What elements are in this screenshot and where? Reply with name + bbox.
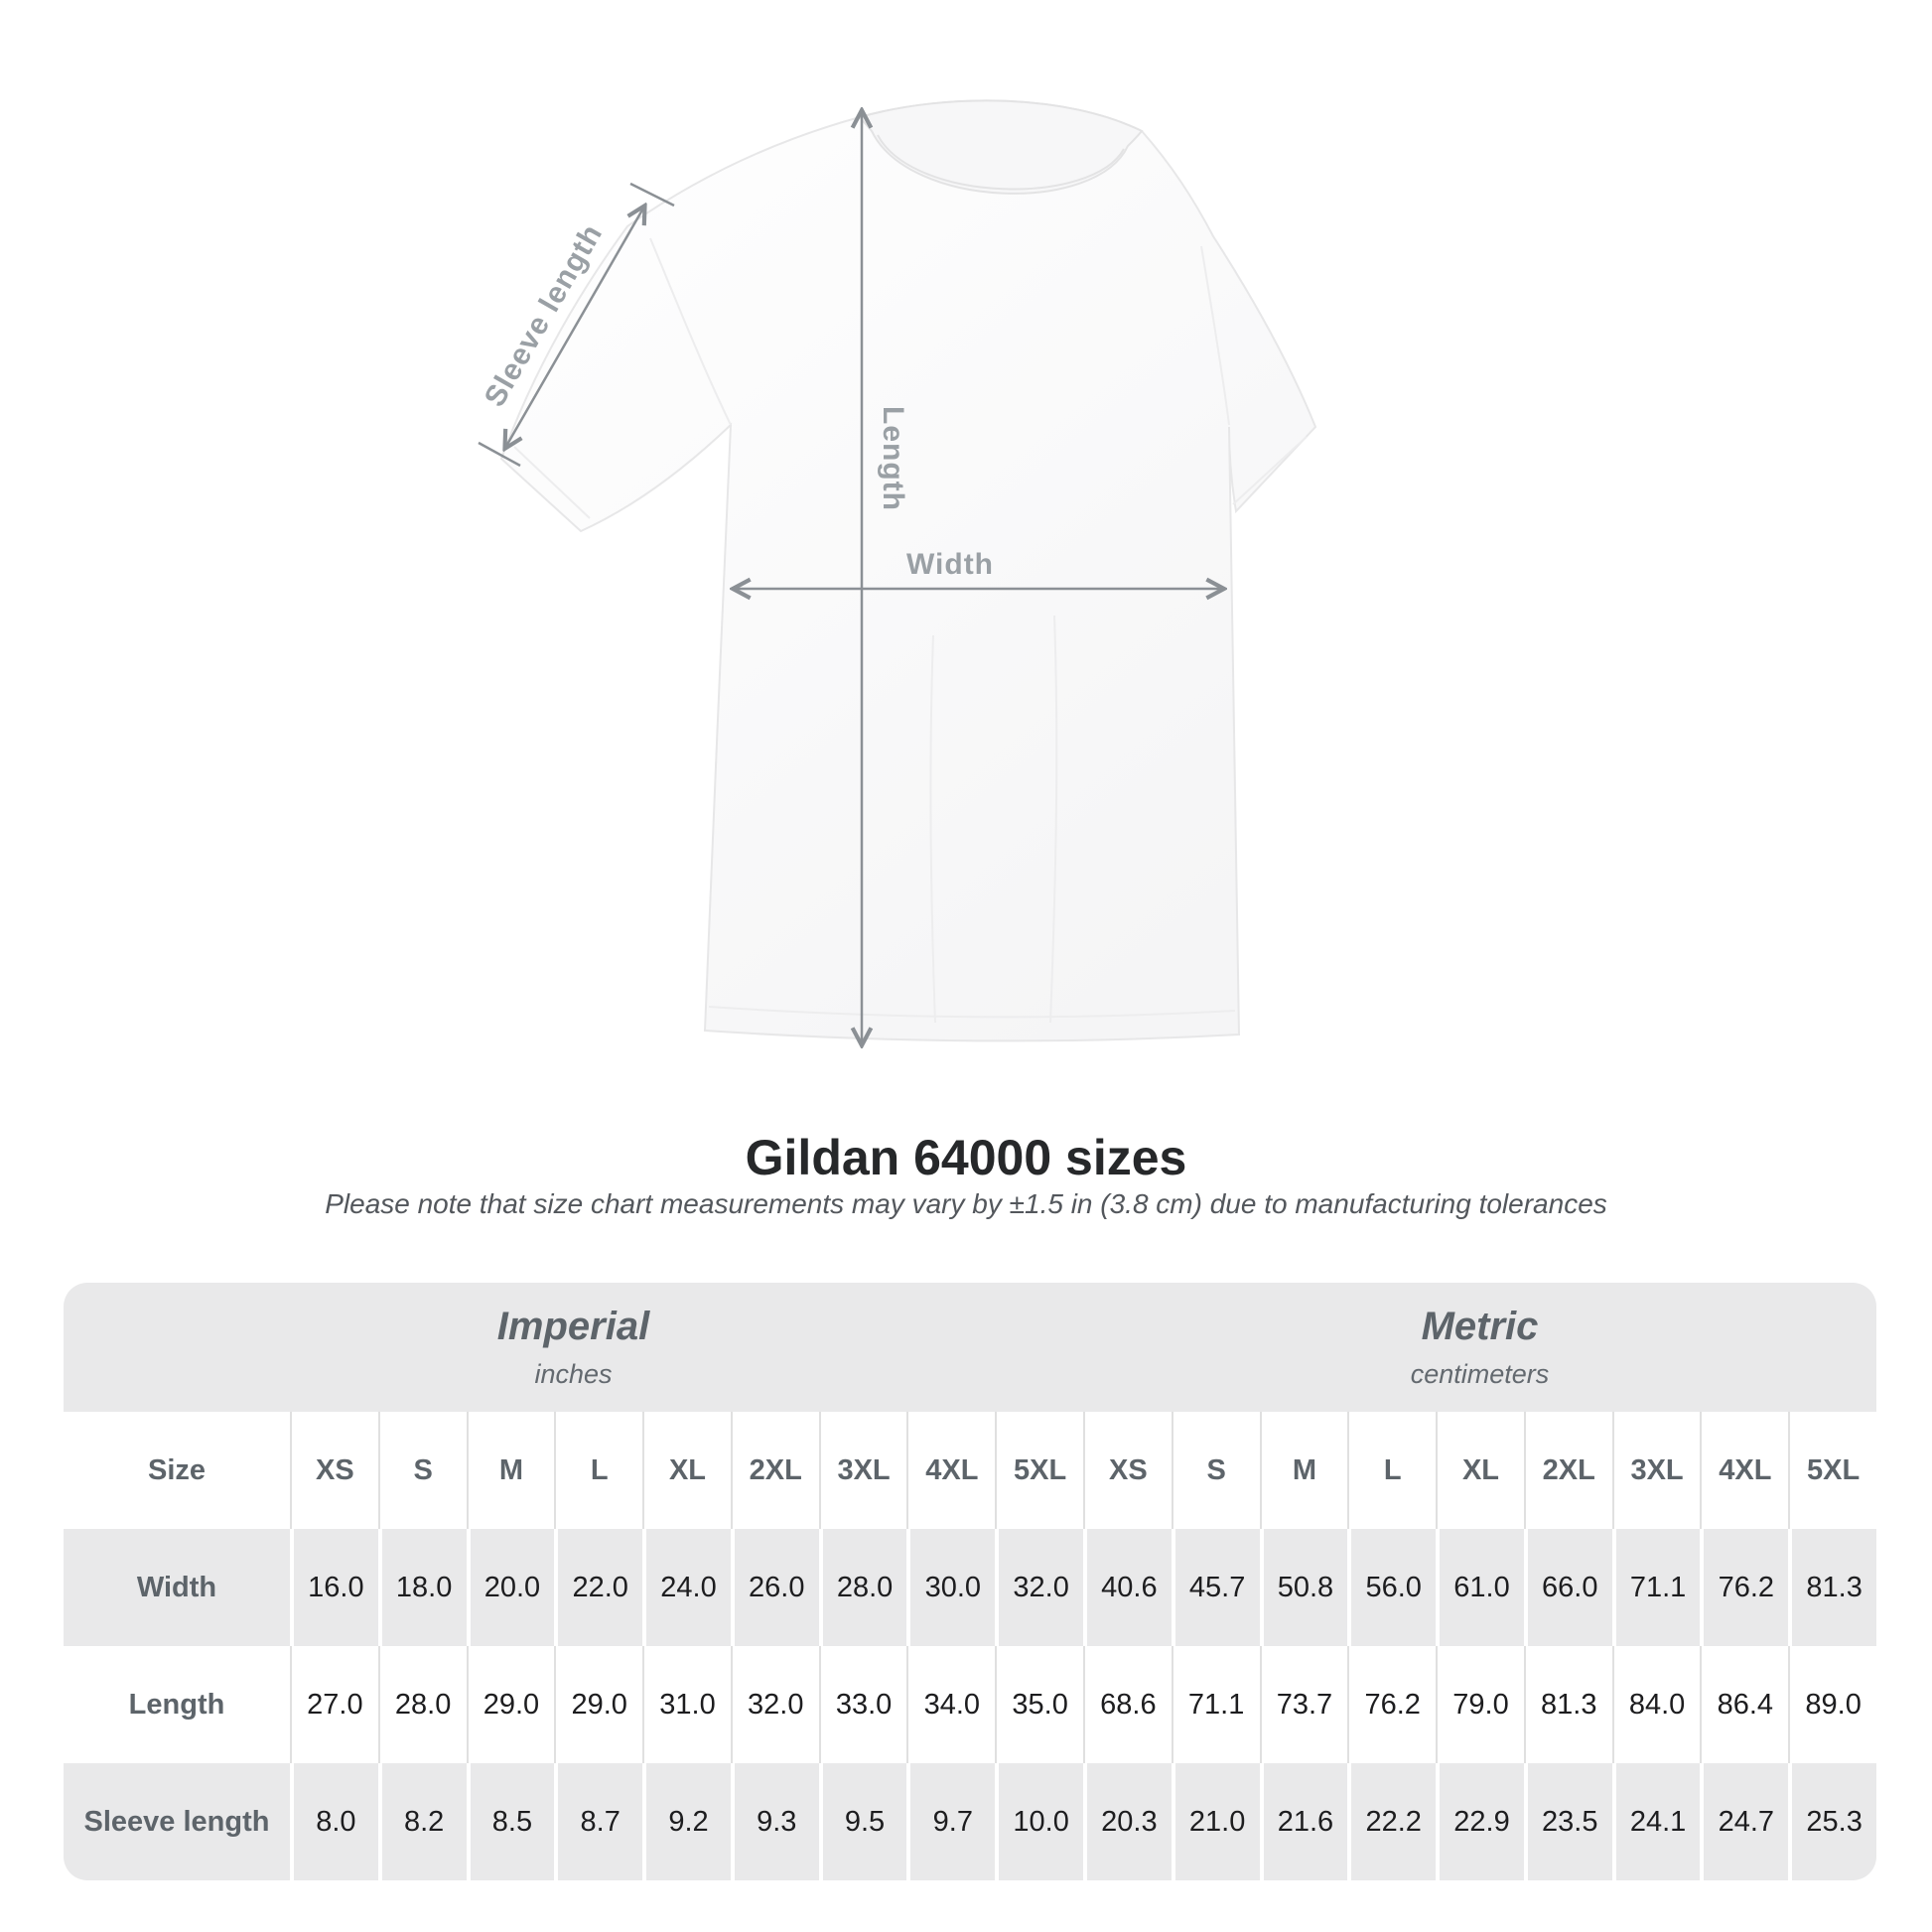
- measurement-cell: 21.6: [1259, 1763, 1348, 1880]
- measurement-cell: 40.6: [1083, 1529, 1172, 1646]
- measurement-cell: 24.7: [1700, 1763, 1788, 1880]
- size-col-header: M: [466, 1412, 555, 1529]
- measurement-cell: 9.3: [730, 1763, 819, 1880]
- metric-unit-label: centimeters: [1410, 1359, 1550, 1389]
- measurement-cell: 9.5: [818, 1763, 907, 1880]
- measurement-cell: 76.2: [1700, 1529, 1788, 1646]
- measurement-cell: 33.0: [818, 1646, 907, 1763]
- metric-group-header: Metric centimeters: [1083, 1283, 1876, 1412]
- measurement-cell: 61.0: [1436, 1529, 1524, 1646]
- measurement-cell: 24.0: [642, 1529, 731, 1646]
- measurement-cell: 22.9: [1436, 1763, 1524, 1880]
- size-table: Imperial inches Metric centimeters Size …: [64, 1283, 1876, 1880]
- measurement-cell: 29.0: [554, 1646, 642, 1763]
- sleeve-arrow-end-tick: [629, 182, 675, 207]
- measurement-cell: 29.0: [466, 1646, 555, 1763]
- measurement-cell: 79.0: [1436, 1646, 1524, 1763]
- size-col-header: 2XL: [1523, 1412, 1612, 1529]
- measurement-cell: 81.3: [1788, 1529, 1876, 1646]
- measurement-cell: 8.2: [377, 1763, 467, 1880]
- measurement-cell: 27.0: [290, 1646, 378, 1763]
- measurement-cell: 16.0: [290, 1529, 378, 1646]
- measurement-cell: 86.4: [1700, 1646, 1788, 1763]
- size-col-header: L: [1347, 1412, 1436, 1529]
- row-label-length: Length: [128, 1688, 225, 1721]
- measurement-cell: 25.3: [1788, 1763, 1876, 1880]
- size-col-header: XS: [290, 1412, 378, 1529]
- measurement-cell: 84.0: [1611, 1646, 1701, 1763]
- measurement-cell: 35.0: [995, 1646, 1083, 1763]
- measurement-cell: 23.5: [1523, 1763, 1612, 1880]
- imperial-label: Imperial: [496, 1305, 650, 1348]
- size-col-header: 4XL: [906, 1412, 995, 1529]
- size-col-header: 5XL: [995, 1412, 1083, 1529]
- tshirt-illustration: [478, 99, 1317, 1122]
- sleeve-length-row: Sleeve length 8.0 8.2 8.5 8.7 9.2 9.3 9.…: [64, 1763, 1876, 1880]
- measurement-cell: 18.0: [377, 1529, 467, 1646]
- measurement-cell: 66.0: [1523, 1529, 1612, 1646]
- size-col-header: S: [377, 1412, 467, 1529]
- unit-group-header-row: Imperial inches Metric centimeters: [64, 1283, 1876, 1412]
- measurement-cell: 31.0: [642, 1646, 731, 1763]
- tolerance-note: Please note that size chart measurements…: [325, 1188, 1607, 1219]
- size-col-header: 2XL: [730, 1412, 819, 1529]
- size-col-header: M: [1259, 1412, 1348, 1529]
- measurement-cell: 28.0: [818, 1529, 907, 1646]
- size-col-header: XS: [1083, 1412, 1172, 1529]
- measurement-cell: 9.7: [906, 1763, 995, 1880]
- measurement-cell: 8.5: [466, 1763, 555, 1880]
- measurement-cell: 56.0: [1347, 1529, 1436, 1646]
- measurement-cell: 68.6: [1083, 1646, 1172, 1763]
- measurement-cell: 8.7: [554, 1763, 642, 1880]
- size-header-row: Size XS S M L XL 2XL 3XL 4XL 5XL XS S M …: [64, 1412, 1876, 1529]
- metric-label: Metric: [1421, 1305, 1539, 1348]
- measurement-cell: 21.0: [1171, 1763, 1260, 1880]
- measurement-cell: 71.1: [1611, 1529, 1701, 1646]
- measurement-cell: 28.0: [377, 1646, 467, 1763]
- measurement-cell: 89.0: [1788, 1646, 1876, 1763]
- sleeve-arrow-start-tick: [478, 441, 521, 468]
- measurement-cell: 26.0: [730, 1529, 819, 1646]
- measurement-cell: 50.8: [1259, 1529, 1348, 1646]
- measurement-cell: 76.2: [1347, 1646, 1436, 1763]
- size-col-header: 4XL: [1700, 1412, 1788, 1529]
- measurement-cell: 9.2: [642, 1763, 731, 1880]
- size-col-header: XL: [1436, 1412, 1524, 1529]
- measurement-cell: 30.0: [906, 1529, 995, 1646]
- row-label-width: Width: [136, 1571, 217, 1603]
- measurement-cell: 32.0: [995, 1529, 1083, 1646]
- measurement-cell: 20.0: [466, 1529, 555, 1646]
- imperial-unit-label: inches: [534, 1359, 613, 1389]
- measurement-cell: 10.0: [995, 1763, 1083, 1880]
- length-row: Length 27.0 28.0 29.0 29.0 31.0 32.0 33.…: [64, 1646, 1876, 1763]
- width-dimension-label: Width: [905, 548, 995, 581]
- measurement-cell: 73.7: [1259, 1646, 1348, 1763]
- dimension-arrows: [478, 111, 1223, 1044]
- measurement-cell: 81.3: [1523, 1646, 1612, 1763]
- size-col-header: L: [554, 1412, 642, 1529]
- size-col-header: S: [1171, 1412, 1260, 1529]
- sleeve-length-arrow: [505, 207, 644, 448]
- size-col-header: 5XL: [1788, 1412, 1876, 1529]
- measurement-cell: 34.0: [906, 1646, 995, 1763]
- length-dimension-label: Length: [877, 406, 909, 511]
- measurement-cell: 24.1: [1611, 1763, 1701, 1880]
- imperial-group-header: Imperial inches: [64, 1283, 1083, 1412]
- measurement-cell: 20.3: [1083, 1763, 1172, 1880]
- measurement-cell: 22.0: [554, 1529, 642, 1646]
- size-header-label: Size: [147, 1453, 207, 1486]
- measurement-cell: 32.0: [730, 1646, 819, 1763]
- size-col-header: XL: [642, 1412, 731, 1529]
- measurement-cell: 71.1: [1171, 1646, 1260, 1763]
- measurement-cell: 45.7: [1171, 1529, 1260, 1646]
- row-label-sleeve-length: Sleeve length: [83, 1805, 270, 1838]
- measurement-cell: 8.0: [290, 1763, 378, 1880]
- measurement-cell: 22.2: [1347, 1763, 1436, 1880]
- size-col-header: 3XL: [818, 1412, 907, 1529]
- page-title: Gildan 64000 sizes: [745, 1130, 1187, 1185]
- width-row: Width 16.0 18.0 20.0 22.0 24.0 26.0 28.0…: [64, 1529, 1876, 1646]
- size-col-header: 3XL: [1611, 1412, 1701, 1529]
